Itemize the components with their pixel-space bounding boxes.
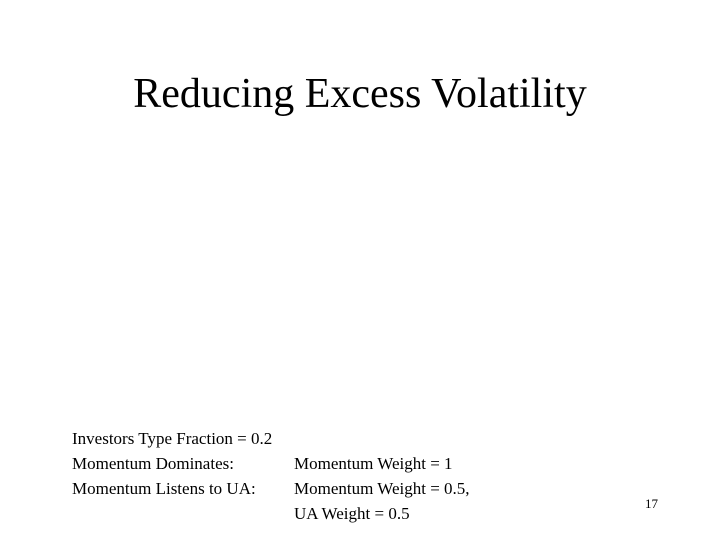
slide-body: Investors Type Fraction = 0.2 Momentum Do… xyxy=(72,426,470,526)
text-line: UA Weight = 0.5 xyxy=(72,501,410,526)
text-line: Momentum Dominates: Momentum Weight = 1 xyxy=(72,451,453,476)
line-label: Momentum Dominates: xyxy=(72,454,234,473)
slide-title: Reducing Excess Volatility xyxy=(133,71,587,117)
text-line: Momentum Listens to UA: Momentum Weight =… xyxy=(72,476,470,501)
line-value: Momentum Weight = 1 xyxy=(294,454,453,473)
text-line: Investors Type Fraction = 0.2 xyxy=(72,426,272,451)
line-value: UA Weight = 0.5 xyxy=(294,504,410,523)
line-label: Momentum Listens to UA: xyxy=(72,479,256,498)
page-number: 17 xyxy=(645,496,658,511)
line-label: Investors Type Fraction = 0.2 xyxy=(72,429,273,448)
line-value: Momentum Weight = 0.5, xyxy=(294,479,470,498)
